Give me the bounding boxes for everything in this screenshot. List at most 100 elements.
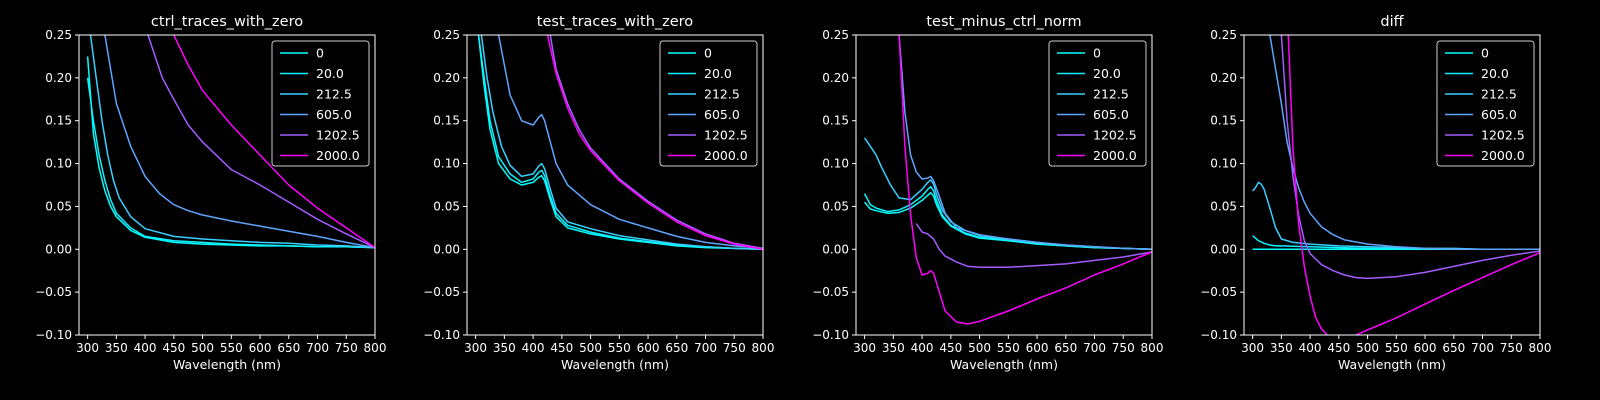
x-tick-label: 650 [277,341,300,355]
series-line-1202-5 [549,35,763,250]
y-tick-label: 0.10 [822,157,849,171]
x-tick-label: 650 [1054,341,1077,355]
y-tick-label: 0.00 [433,242,460,256]
y-tick-label: −0.05 [812,285,849,299]
x-tick-label: 300 [1241,341,1264,355]
y-tick-label: 0.20 [433,71,460,85]
y-tick-label: 0.20 [822,71,849,85]
series-line-20-0 [86,77,375,249]
x-tick-label: 500 [191,341,214,355]
y-tick-label: 0.00 [1210,242,1237,256]
x-tick-label: 550 [1385,341,1408,355]
series-group [863,35,1152,325]
axes-frame [1243,34,1541,336]
legend-label: 212.5 [704,87,740,102]
x-tick-label: 700 [1083,341,1106,355]
y-tick-label: 0.15 [1210,114,1237,128]
series-group [1252,35,1540,335]
y-tick-label: 0.05 [433,199,460,213]
axes-frame [466,34,764,336]
x-tick-label: 800 [1529,341,1552,355]
legend-label: 2000.0 [1481,148,1525,163]
y-tick-label: 0.05 [1210,199,1237,213]
x-tick-label: 400 [911,341,934,355]
y-tick-label: −0.05 [35,285,72,299]
series-line-605-0 [898,35,1152,251]
y-tick-label: 0.25 [822,28,849,42]
series-line-2000-0 [546,35,763,251]
series-line-0 [864,191,1152,251]
x-tick-label: 800 [364,341,387,355]
x-tick-label: 350 [105,341,128,355]
legend-label: 605.0 [316,107,352,122]
chart-panel-3: 300 350 400 450 500 550 600 650 700 750 800 −0.10 −0… [812,14,1163,372]
y-tick-label: 0.10 [433,157,460,171]
x-tick-label: 750 [335,341,358,355]
y-tick-label: 0.10 [1210,157,1237,171]
legend: 0 20.0 212.5 605.0 1202.5 2000.0 [271,40,370,167]
series-line-20-0 [863,185,1152,251]
legend-label: 20.0 [1481,66,1509,81]
y-tick-label: −0.05 [1200,285,1237,299]
legend: 0 20.0 212.5 605.0 1202.5 2000.0 [1048,40,1147,167]
x-tick-label: 750 [1112,341,1135,355]
axes-frame [855,34,1153,336]
series-line-2000-0 [1287,35,1540,335]
y-tick-label: −0.10 [423,328,460,342]
legend-label: 2000.0 [704,148,748,163]
y-tick-label: 0.00 [822,242,849,256]
legend-label: 212.5 [1481,87,1517,102]
legend: 0 20.0 212.5 605.0 1202.5 2000.0 [1436,40,1535,167]
legend-label: 1202.5 [1481,128,1525,143]
x-tick-label: 400 [522,341,545,355]
y-tick-label: 0.25 [1210,28,1237,42]
legend-label: 1202.5 [704,128,748,143]
legend-label: 1202.5 [1093,128,1137,143]
x-axis-label: Wavelength (nm) [950,357,1058,372]
legend-label: 20.0 [1093,66,1121,81]
x-tick-label: 650 [665,341,688,355]
legend-label: 0 [704,46,712,61]
x-tick-label: 700 [1471,341,1494,355]
x-axis-label: Wavelength (nm) [173,357,281,372]
series-line-605-0 [1269,35,1540,251]
x-tick-label: 350 [882,341,905,355]
x-axis-label: Wavelength (nm) [561,357,669,372]
series-line-2000-0 [173,35,375,249]
series-group [86,35,375,249]
x-tick-label: 800 [1141,341,1164,355]
legend-label: 0 [1481,46,1489,61]
chart-title: test_minus_ctrl_norm [926,14,1081,30]
legend-label: 212.5 [316,87,352,102]
x-tick-label: 500 [579,341,602,355]
x-tick-label: 300 [464,341,487,355]
y-tick-label: −0.10 [812,328,849,342]
x-axis-label: Wavelength (nm) [1338,357,1446,372]
series-line-212-5 [89,35,375,249]
y-tick-label: 0.00 [45,242,72,256]
chart-title: test_traces_with_zero [537,14,694,30]
legend-label: 0 [1093,46,1101,61]
y-tick-label: −0.10 [35,328,72,342]
x-tick-label: 450 [939,341,962,355]
x-tick-label: 550 [997,341,1020,355]
x-tick-label: 700 [306,341,329,355]
chart-panel-1: 300 350 400 450 500 550 600 650 700 750 800 −0.10 −0… [35,14,386,372]
legend-label: 2000.0 [316,148,360,163]
y-tick-label: 0.25 [45,28,72,42]
legend-label: 1202.5 [316,128,360,143]
legend-label: 605.0 [704,107,740,122]
series-line-1202-5 [915,223,1152,269]
y-tick-label: 0.25 [433,28,460,42]
y-tick-label: −0.10 [1200,328,1237,342]
legend-label: 605.0 [1481,107,1517,122]
series-line-2000-0 [898,35,1152,325]
x-tick-label: 450 [162,341,185,355]
x-tick-label: 300 [853,341,876,355]
legend: 0 20.0 212.5 605.0 1202.5 2000.0 [659,40,758,167]
x-tick-label: 450 [550,341,573,355]
series-line-0 [477,35,763,251]
axes-frame [78,34,376,336]
x-tick-label: 750 [723,341,746,355]
chart-title: diff [1380,14,1404,30]
